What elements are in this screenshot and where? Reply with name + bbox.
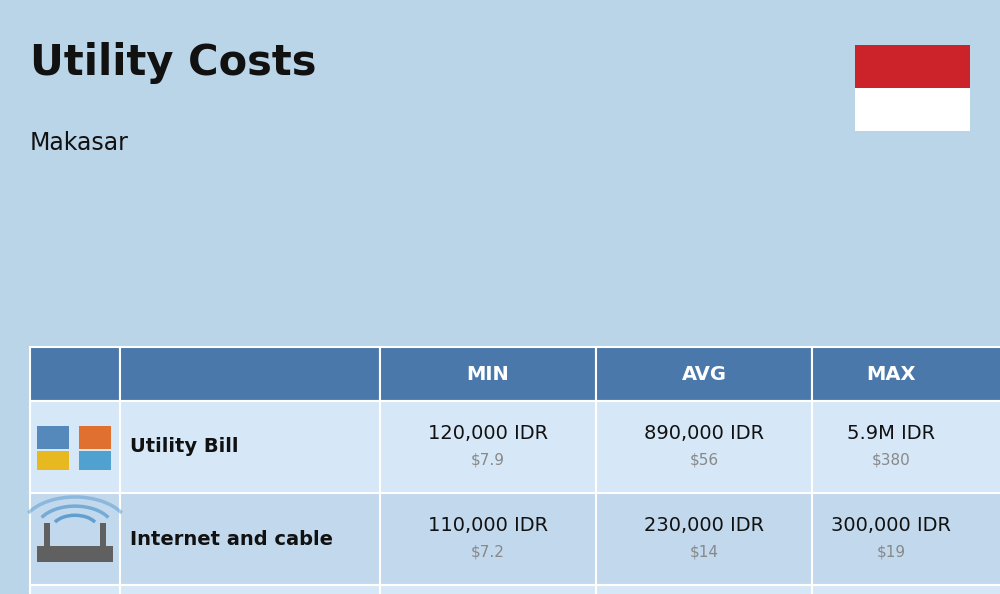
Bar bbox=[100, 523, 106, 546]
Bar bbox=[812, 347, 1000, 401]
Bar bbox=[812, 401, 1000, 493]
Bar bbox=[30, 585, 120, 594]
Text: $56: $56 bbox=[689, 453, 719, 467]
Text: $7.2: $7.2 bbox=[471, 545, 505, 560]
Text: $380: $380 bbox=[872, 453, 910, 467]
Text: Internet and cable: Internet and cable bbox=[130, 530, 333, 548]
Bar bbox=[36, 451, 69, 470]
Bar bbox=[120, 493, 380, 585]
Text: MAX: MAX bbox=[866, 365, 916, 384]
Bar bbox=[380, 585, 596, 594]
Text: 890,000 IDR: 890,000 IDR bbox=[644, 425, 764, 443]
Text: AVG: AVG bbox=[682, 365, 726, 384]
Bar bbox=[30, 401, 120, 493]
Bar bbox=[596, 493, 812, 585]
Text: 110,000 IDR: 110,000 IDR bbox=[428, 517, 548, 535]
Bar bbox=[120, 585, 380, 594]
Bar bbox=[596, 347, 812, 401]
Bar bbox=[36, 546, 113, 562]
Bar bbox=[79, 451, 111, 470]
Bar bbox=[855, 45, 970, 87]
Text: $7.9: $7.9 bbox=[471, 453, 505, 467]
Bar bbox=[30, 493, 120, 585]
Text: Utility Costs: Utility Costs bbox=[30, 42, 316, 84]
Bar bbox=[36, 426, 69, 449]
Text: 5.9M IDR: 5.9M IDR bbox=[847, 425, 935, 443]
Bar bbox=[855, 88, 970, 131]
Text: MIN: MIN bbox=[467, 365, 509, 384]
Bar bbox=[812, 493, 1000, 585]
Bar bbox=[596, 585, 812, 594]
Bar bbox=[812, 585, 1000, 594]
Bar bbox=[120, 347, 380, 401]
Bar bbox=[380, 347, 596, 401]
Bar bbox=[120, 401, 380, 493]
Text: 120,000 IDR: 120,000 IDR bbox=[428, 425, 548, 443]
Text: $19: $19 bbox=[876, 545, 906, 560]
Bar bbox=[79, 426, 111, 449]
Text: Makasar: Makasar bbox=[30, 131, 129, 154]
Bar bbox=[596, 401, 812, 493]
Text: 300,000 IDR: 300,000 IDR bbox=[831, 517, 951, 535]
Bar bbox=[30, 347, 120, 401]
Text: $14: $14 bbox=[690, 545, 718, 560]
Bar bbox=[380, 493, 596, 585]
Text: Utility Bill: Utility Bill bbox=[130, 438, 239, 456]
Bar bbox=[44, 523, 50, 546]
Bar bbox=[380, 401, 596, 493]
Text: 230,000 IDR: 230,000 IDR bbox=[644, 517, 764, 535]
